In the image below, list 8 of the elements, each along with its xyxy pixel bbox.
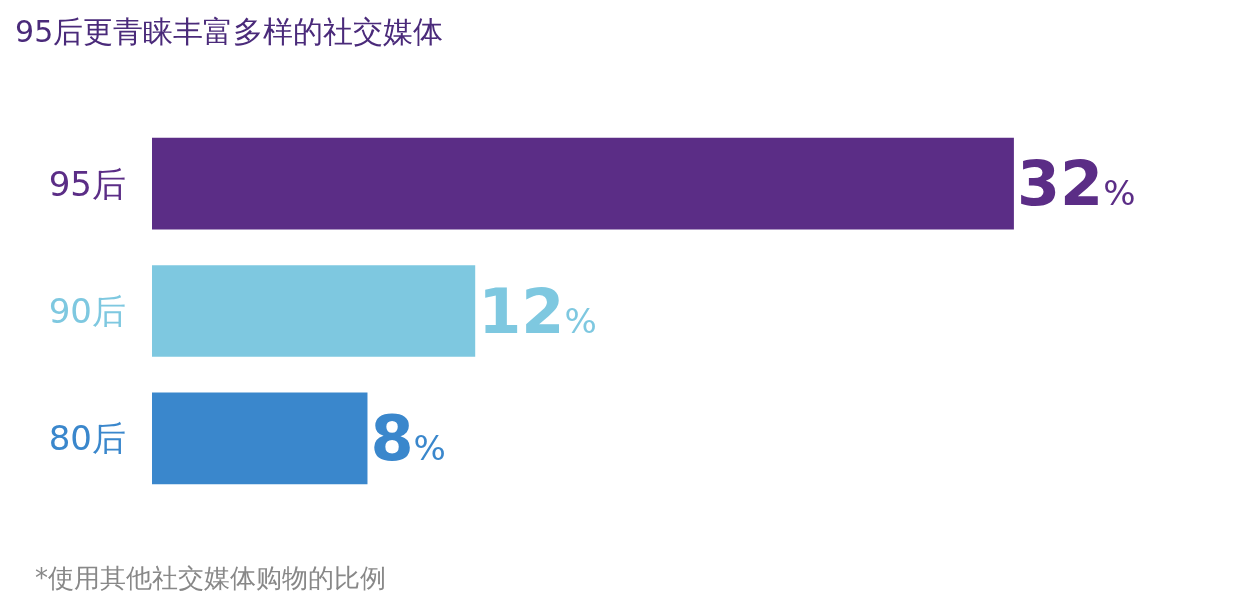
chart-title: 95后更青睐丰富多样的社交媒体 [15, 14, 444, 50]
y-tick-label: 90后 [48, 290, 126, 331]
y-tick-label: 95后 [48, 163, 126, 204]
text: *使用其他社交媒体购物的比例 [35, 563, 386, 593]
data-label: 32% [1016, 147, 1136, 221]
y-tick-label: 80后 [48, 418, 126, 459]
data-label: 12% [478, 274, 597, 348]
data-label: 8% [370, 401, 446, 475]
